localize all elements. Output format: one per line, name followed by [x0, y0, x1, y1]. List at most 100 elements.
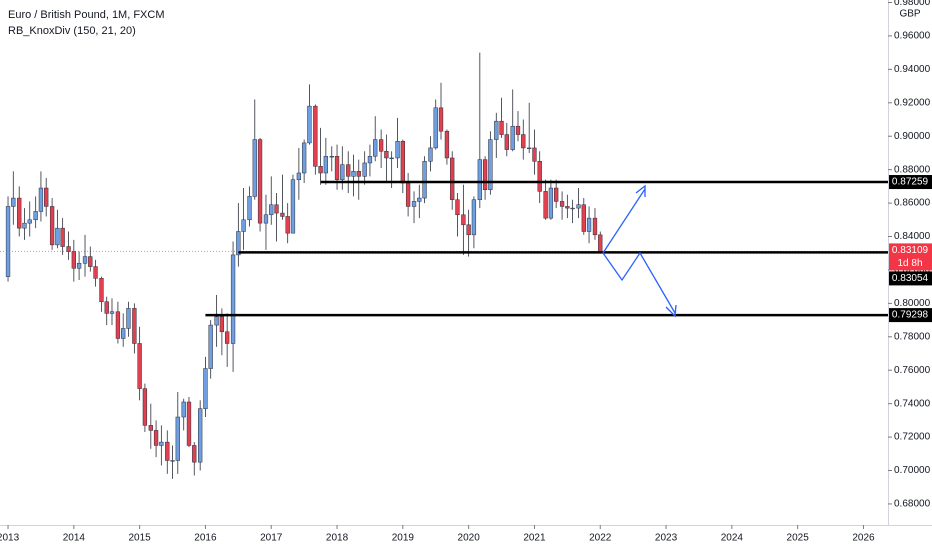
- candle-body: [466, 224, 471, 236]
- level-label: 0.87259: [892, 177, 929, 188]
- candle-body: [527, 147, 532, 149]
- candle-body: [76, 263, 82, 269]
- candle-body: [208, 324, 213, 369]
- level-label-box: [889, 308, 932, 323]
- candle-body: [132, 308, 137, 344]
- x-tick-label: 2013: [0, 533, 20, 544]
- candle-body: [142, 388, 148, 426]
- x-tick-label: 2018: [326, 533, 349, 544]
- candle-body: [537, 161, 542, 192]
- last-price-box: [889, 243, 932, 271]
- candle-body: [570, 207, 575, 210]
- y-tick-label: 0.72000: [894, 432, 931, 443]
- candle-body: [60, 227, 65, 247]
- candle-body: [247, 196, 252, 221]
- candle-body: [510, 125, 515, 150]
- candle-body: [236, 231, 241, 256]
- candle-body: [55, 227, 60, 246]
- candle-body: [296, 172, 302, 180]
- candle-body: [340, 164, 345, 180]
- arrow-down: [602, 251, 676, 314]
- level-label-box: [889, 271, 932, 286]
- candle-body: [313, 105, 318, 167]
- x-tick-label: 2025: [787, 533, 810, 544]
- candle-body: [285, 216, 290, 234]
- price-axis: 0.68000 0.70000 0.72000 0.74000 0.76000 0.780…: [888, 0, 932, 510]
- candle-body: [170, 460, 175, 462]
- candle-body: [433, 107, 438, 149]
- candle-body: [121, 328, 126, 339]
- candle-body: [334, 156, 340, 180]
- candle-body: [532, 147, 537, 162]
- candle-body: [461, 214, 466, 226]
- candle-body: [504, 134, 509, 150]
- candle-body: [165, 441, 170, 461]
- currency: GBP: [899, 9, 920, 20]
- candle-body: [214, 316, 219, 326]
- candle-body: [559, 201, 565, 207]
- candle-body: [115, 311, 121, 339]
- y-tick-label: 0.88000: [894, 164, 931, 175]
- candle-body: [405, 182, 411, 207]
- y-tick-label: 0.74000: [894, 398, 931, 409]
- candle-body: [450, 157, 455, 200]
- candle-body: [274, 204, 279, 214]
- candle-body: [598, 234, 603, 252]
- candle-body: [586, 217, 592, 232]
- candle-body: [241, 219, 246, 232]
- candle-body: [521, 134, 526, 149]
- candle-body: [88, 256, 93, 267]
- candle-body: [362, 162, 367, 177]
- candle-body: [11, 197, 16, 207]
- candle-body: [109, 311, 115, 314]
- candle-body: [290, 179, 296, 234]
- candle-body: [417, 197, 422, 202]
- candle-body: [323, 156, 329, 174]
- candle-body: [554, 187, 559, 202]
- candle-body: [351, 171, 356, 177]
- arrowhead: [665, 304, 677, 318]
- y-tick-label: 0.98000: [894, 0, 931, 8]
- x-tick-label: 2024: [721, 533, 744, 544]
- candle-body: [318, 166, 323, 174]
- candle-body: [44, 187, 49, 207]
- y-tick-label: 0.70000: [894, 465, 931, 476]
- candle-body: [494, 120, 499, 140]
- candle-body: [203, 368, 208, 409]
- candle-body: [515, 125, 521, 135]
- y-tick-label: 0.90000: [894, 131, 931, 142]
- candle-body: [71, 251, 76, 269]
- candle-body: [280, 212, 285, 217]
- candle-body: [93, 266, 98, 279]
- candle-body: [33, 211, 38, 221]
- candle-body: [269, 204, 274, 216]
- projection-arrows: [602, 184, 677, 318]
- x-tick-label: 2019: [392, 533, 415, 544]
- candle-body: [137, 343, 142, 389]
- candle-body: [27, 219, 32, 224]
- candle-body: [395, 140, 400, 159]
- candle-body: [477, 159, 482, 200]
- x-tick-label: 2014: [63, 533, 86, 544]
- candle-body: [581, 204, 586, 232]
- candle-body: [5, 206, 11, 277]
- x-tick-label: 2020: [458, 533, 481, 544]
- y-tick-label: 0.68000: [894, 499, 931, 510]
- candle-body: [389, 157, 394, 160]
- x-tick-label: 2023: [655, 533, 678, 544]
- candle-body: [192, 445, 197, 463]
- candle-body: [548, 187, 554, 219]
- candle-body: [104, 301, 109, 314]
- candle-body: [66, 246, 71, 252]
- y-tick-label: 0.84000: [894, 231, 931, 242]
- candle-body: [455, 199, 460, 216]
- candle-body: [329, 156, 334, 158]
- candle-body: [301, 142, 307, 174]
- candle-body: [373, 139, 378, 157]
- x-tick-label: 2021: [523, 533, 546, 544]
- arrowhead: [635, 184, 646, 197]
- y-tick-label: 0.96000: [894, 31, 931, 42]
- y-tick-label: 0.94000: [894, 64, 931, 75]
- candle-body: [444, 130, 450, 159]
